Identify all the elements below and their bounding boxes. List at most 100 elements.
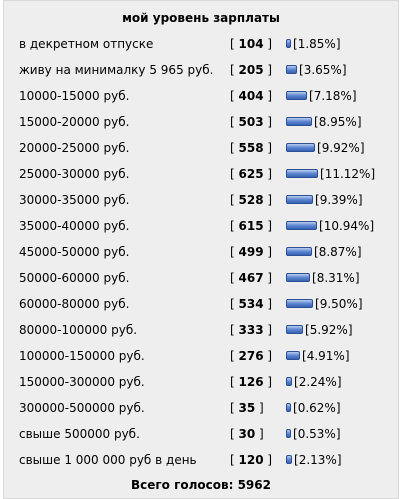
vote-count: [ 625 ] bbox=[230, 167, 273, 181]
poll-title: мой уровень зарплаты bbox=[122, 11, 280, 25]
poll-option-row: 20000-25000 руб. [ 558 ] [9.92%] bbox=[4, 138, 398, 158]
vote-percent-value: 9.92% bbox=[321, 141, 360, 155]
vote-percent-value: 0.62% bbox=[297, 401, 336, 415]
vote-percent: [0.62%] bbox=[293, 401, 341, 415]
vote-count: [ 333 ] bbox=[230, 323, 273, 337]
poll-results-panel: мой уровень зарплаты в декретном отпуске… bbox=[3, 0, 399, 499]
option-label: 25000-30000 руб. bbox=[19, 167, 130, 181]
vote-bar bbox=[286, 455, 292, 464]
vote-percent: [2.24%] bbox=[294, 375, 342, 389]
option-label: 10000-15000 руб. bbox=[19, 89, 130, 103]
vote-count-value: 120 bbox=[238, 453, 264, 467]
vote-percent: [9.39%] bbox=[315, 193, 363, 207]
option-label: 150000-300000 руб. bbox=[19, 375, 145, 389]
option-label: в декретном отпуске bbox=[19, 37, 154, 51]
vote-count: [ 558 ] bbox=[230, 141, 273, 155]
vote-percent-value: 9.39% bbox=[319, 193, 358, 207]
vote-percent-value: 4.91% bbox=[306, 349, 345, 363]
vote-bar bbox=[286, 117, 312, 126]
vote-percent-value: 8.87% bbox=[318, 245, 357, 259]
vote-count-value: 104 bbox=[238, 37, 264, 51]
vote-count: [ 534 ] bbox=[230, 297, 273, 311]
poll-option-row: свыше 1 000 000 руб в день [ 120 ] [2.13%] bbox=[4, 450, 398, 470]
vote-count: [ 467 ] bbox=[230, 271, 273, 285]
total-votes: Всего голосов: 5962 bbox=[131, 478, 271, 492]
poll-option-row: 35000-40000 руб. [ 615 ] [10.94%] bbox=[4, 216, 398, 236]
vote-percent: [8.31%] bbox=[312, 271, 360, 285]
vote-percent: [5.92%] bbox=[305, 323, 353, 337]
vote-count-value: 35 bbox=[238, 401, 256, 415]
vote-percent: [11.12%] bbox=[320, 167, 376, 181]
vote-count-value: 30 bbox=[238, 427, 256, 441]
vote-percent: [8.95%] bbox=[314, 115, 362, 129]
vote-bar bbox=[286, 351, 300, 360]
poll-option-row: 30000-35000 руб. [ 528 ] [9.39%] bbox=[4, 190, 398, 210]
vote-count: [ 205 ] bbox=[230, 63, 273, 77]
vote-percent-value: 0.53% bbox=[297, 427, 336, 441]
option-label: 60000-80000 руб. bbox=[19, 297, 130, 311]
vote-percent-value: 8.95% bbox=[318, 115, 357, 129]
poll-option-row: 60000-80000 руб. [ 534 ] [9.50%] bbox=[4, 294, 398, 314]
option-label: 45000-50000 руб. bbox=[19, 245, 130, 259]
vote-bar bbox=[286, 299, 313, 308]
option-label: живу на минималку 5 965 руб. bbox=[19, 63, 214, 77]
option-label: 35000-40000 руб. bbox=[19, 219, 130, 233]
vote-percent-value: 2.13% bbox=[298, 453, 337, 467]
vote-bar bbox=[286, 429, 291, 438]
vote-percent: [9.92%] bbox=[317, 141, 365, 155]
vote-percent-value: 8.31% bbox=[316, 271, 355, 285]
vote-bar bbox=[286, 91, 307, 100]
vote-count-value: 499 bbox=[238, 245, 264, 259]
vote-percent-value: 9.50% bbox=[319, 297, 358, 311]
vote-percent: [1.85%] bbox=[293, 37, 341, 51]
vote-count: [ 499 ] bbox=[230, 245, 273, 259]
vote-percent: [9.50%] bbox=[315, 297, 363, 311]
vote-count: [ 503 ] bbox=[230, 115, 273, 129]
vote-count: [ 615 ] bbox=[230, 219, 273, 233]
vote-percent: [10.94%] bbox=[319, 219, 375, 233]
vote-count-value: 467 bbox=[238, 271, 264, 285]
poll-option-row: 10000-15000 руб. [ 404 ] [7.18%] bbox=[4, 86, 398, 106]
vote-count: [ 126 ] bbox=[230, 375, 273, 389]
vote-count-value: 615 bbox=[238, 219, 264, 233]
option-label: 50000-60000 руб. bbox=[19, 271, 130, 285]
poll-option-row: свыше 500000 руб. [ 30 ] [0.53%] bbox=[4, 424, 398, 444]
vote-bar bbox=[286, 377, 292, 386]
vote-bar bbox=[286, 169, 318, 178]
option-label: 80000-100000 руб. bbox=[19, 323, 138, 337]
vote-count-value: 503 bbox=[238, 115, 264, 129]
vote-percent-value: 5.92% bbox=[309, 323, 348, 337]
vote-bar bbox=[286, 221, 317, 230]
poll-option-row: 15000-20000 руб. [ 503 ] [8.95%] bbox=[4, 112, 398, 132]
vote-percent-value: 1.85% bbox=[297, 37, 336, 51]
vote-bar bbox=[286, 273, 310, 282]
vote-percent-value: 2.24% bbox=[298, 375, 337, 389]
option-label: 300000-500000 руб. bbox=[19, 401, 145, 415]
vote-percent-value: 10.94% bbox=[323, 219, 370, 233]
vote-bar bbox=[286, 247, 312, 256]
option-label: 100000-150000 руб. bbox=[19, 349, 145, 363]
option-label: 30000-35000 руб. bbox=[19, 193, 130, 207]
vote-bar bbox=[286, 325, 303, 334]
vote-percent: [2.13%] bbox=[294, 453, 342, 467]
vote-count: [ 104 ] bbox=[230, 37, 273, 51]
vote-bar bbox=[286, 143, 315, 152]
vote-percent-value: 3.65% bbox=[303, 63, 342, 77]
vote-count: [ 120 ] bbox=[230, 453, 273, 467]
option-label: свыше 500000 руб. bbox=[19, 427, 140, 441]
vote-count: [ 528 ] bbox=[230, 193, 273, 207]
vote-count-value: 528 bbox=[238, 193, 264, 207]
poll-option-row: 100000-150000 руб. [ 276 ] [4.91%] bbox=[4, 346, 398, 366]
vote-count-value: 333 bbox=[238, 323, 264, 337]
vote-count-value: 205 bbox=[238, 63, 264, 77]
vote-count-value: 625 bbox=[238, 167, 264, 181]
vote-bar bbox=[286, 195, 313, 204]
vote-bar bbox=[286, 65, 297, 74]
vote-count-value: 126 bbox=[238, 375, 264, 389]
vote-percent-value: 7.18% bbox=[313, 89, 352, 103]
vote-count: [ 35 ] bbox=[230, 401, 264, 415]
poll-option-row: живу на минималку 5 965 руб. [ 205 ] [3.65… bbox=[4, 60, 398, 80]
option-label: свыше 1 000 000 руб в день bbox=[19, 453, 197, 467]
vote-count: [ 404 ] bbox=[230, 89, 273, 103]
vote-percent: [4.91%] bbox=[302, 349, 350, 363]
